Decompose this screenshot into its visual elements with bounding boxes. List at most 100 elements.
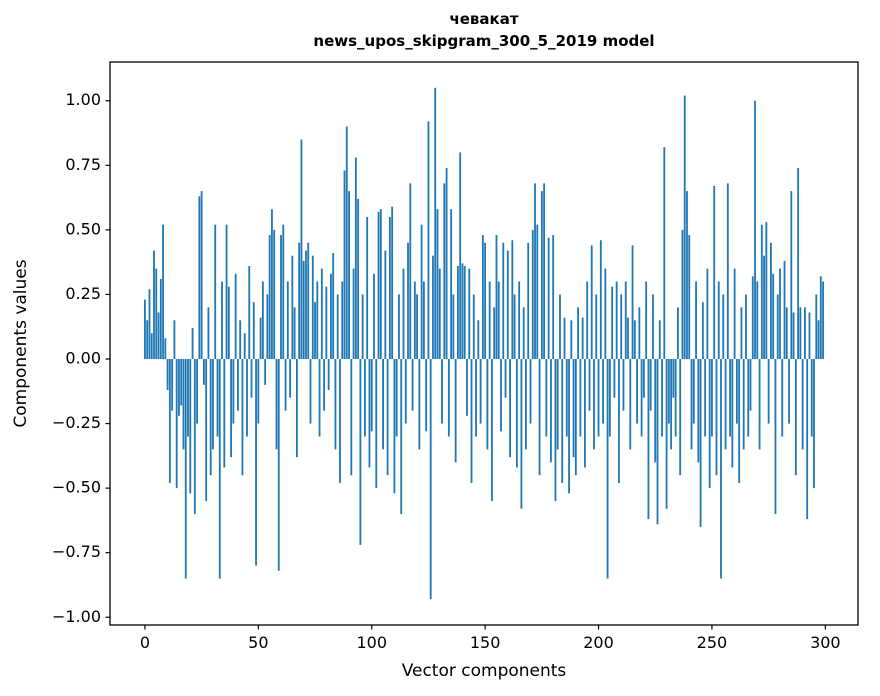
bar	[241, 359, 244, 476]
bar	[411, 359, 414, 411]
bar	[454, 359, 457, 463]
bar	[642, 359, 645, 398]
bar	[563, 317, 566, 359]
bar	[393, 359, 396, 494]
bar	[230, 359, 233, 458]
bar	[493, 307, 496, 359]
bar	[531, 229, 534, 359]
bar	[157, 312, 160, 359]
y-tick-label: 0.25	[65, 284, 101, 303]
bar	[268, 235, 271, 359]
bar	[336, 294, 339, 359]
bar	[720, 359, 722, 579]
bar	[425, 359, 428, 432]
bar	[332, 253, 335, 359]
bar	[155, 268, 158, 359]
bar	[781, 359, 784, 437]
bar	[640, 359, 643, 437]
bar	[375, 359, 378, 489]
bar	[391, 206, 394, 359]
x-tick-label: 300	[810, 633, 841, 652]
bar	[450, 209, 453, 359]
bar	[631, 245, 634, 359]
bar	[704, 359, 707, 437]
bar	[291, 255, 294, 359]
bar	[711, 359, 713, 437]
bar	[758, 359, 761, 450]
bar	[495, 235, 498, 359]
axes-frame	[109, 61, 859, 626]
bar	[611, 286, 614, 359]
bar	[554, 359, 557, 502]
bar	[751, 276, 754, 359]
bar	[792, 312, 795, 359]
bar	[817, 320, 820, 359]
bar	[166, 359, 169, 390]
bar	[670, 359, 673, 450]
bar	[797, 167, 800, 359]
bar	[277, 359, 280, 571]
bar	[359, 359, 362, 545]
bar	[543, 183, 546, 359]
x-axis-label: Vector components	[402, 661, 567, 681]
bar	[357, 198, 360, 359]
bar	[502, 242, 505, 359]
bar	[527, 242, 530, 359]
bar	[674, 359, 677, 437]
bar	[790, 191, 793, 359]
bar	[343, 170, 346, 359]
bar	[461, 263, 464, 359]
bar	[488, 281, 491, 359]
bar	[280, 235, 282, 359]
bar	[237, 359, 239, 411]
bar	[275, 359, 278, 450]
bar	[618, 359, 620, 483]
bar	[515, 359, 518, 468]
bar	[622, 359, 625, 411]
bar	[178, 359, 180, 416]
x-tick-label: 150	[470, 633, 501, 652]
bar	[432, 255, 434, 359]
bar	[595, 294, 598, 359]
bar	[540, 191, 543, 359]
bar	[341, 281, 344, 359]
bar	[667, 359, 670, 424]
bar	[184, 359, 187, 579]
bar	[822, 281, 824, 359]
bar	[148, 289, 151, 359]
bar	[656, 359, 659, 525]
bar	[547, 237, 550, 359]
y-tick-label: 0.50	[65, 219, 101, 238]
bar	[701, 302, 704, 359]
bar	[804, 307, 806, 359]
bar	[452, 294, 455, 359]
bar	[234, 273, 237, 359]
bar	[615, 281, 618, 359]
bar	[747, 359, 750, 437]
bar	[713, 185, 716, 359]
bar	[484, 242, 487, 359]
bar	[627, 317, 629, 359]
bar	[298, 242, 301, 359]
bar	[536, 224, 539, 359]
bar	[765, 222, 768, 359]
y-tick-label: 0.75	[65, 155, 101, 174]
bar	[801, 359, 804, 450]
bar	[681, 229, 684, 359]
bar	[735, 359, 738, 424]
bar	[470, 359, 473, 483]
bar	[273, 229, 276, 359]
bar	[697, 359, 700, 463]
bar	[309, 359, 312, 424]
bar	[745, 294, 747, 359]
bar	[196, 359, 198, 424]
bar	[207, 307, 210, 359]
bar	[209, 359, 212, 476]
bar	[153, 250, 155, 359]
bar	[255, 359, 257, 566]
bar	[717, 281, 720, 359]
bar	[289, 359, 291, 398]
bar	[475, 359, 477, 437]
bar	[330, 273, 332, 359]
bar	[740, 307, 743, 359]
